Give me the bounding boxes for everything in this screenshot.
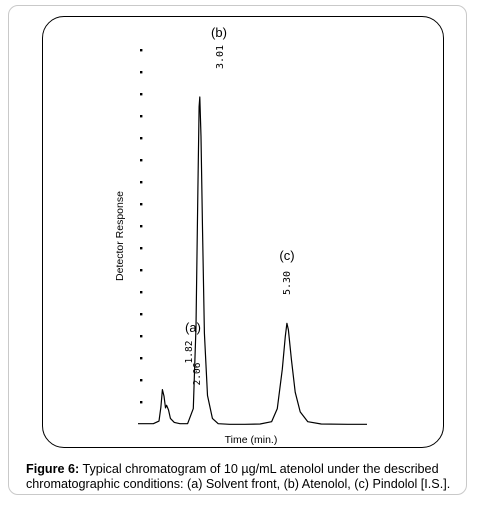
- y-axis-ticks: [140, 49, 143, 404]
- figure-frame: [8, 5, 467, 495]
- retention-time-a2: 1.82: [184, 341, 195, 364]
- retention-time-b: 3.01: [215, 45, 226, 69]
- x-axis-label: Time (min.): [225, 434, 278, 446]
- caption-text: Typical chromatogram of 10 µg/mL atenolo…: [26, 462, 451, 491]
- chart-frame: [42, 16, 444, 448]
- figure-caption: Figure 6: Typical chromatogram of 10 µg/…: [26, 462, 466, 492]
- y-tick-mark: [140, 203, 143, 206]
- y-tick-mark: [140, 313, 143, 316]
- y-tick-mark: [140, 225, 143, 228]
- y-tick-mark: [140, 181, 143, 184]
- y-tick-mark: [140, 379, 143, 382]
- y-tick-mark: [140, 137, 143, 140]
- y-tick-mark: [140, 291, 143, 294]
- y-tick-mark: [140, 401, 143, 404]
- y-tick-mark: [140, 335, 143, 338]
- chromatogram-chart: Detector Response Time (min.) (a) (b) (c…: [114, 25, 367, 446]
- y-tick-mark: [140, 247, 143, 250]
- y-tick-mark: [140, 115, 143, 118]
- y-axis-label: Detector Response: [114, 191, 126, 281]
- peak-label-b: (b): [211, 25, 227, 40]
- chromatogram-trace: [138, 96, 367, 425]
- y-tick-mark: [140, 49, 143, 52]
- y-tick-mark: [140, 269, 143, 272]
- retention-time-c: 5.30: [282, 271, 293, 295]
- peak-label-a: (a): [185, 320, 201, 335]
- y-tick-mark: [140, 159, 143, 162]
- caption-lead: Figure 6:: [26, 462, 80, 476]
- y-tick-mark: [140, 357, 143, 360]
- peak-label-c: (c): [279, 248, 294, 263]
- retention-time-a1: 2.06: [192, 362, 203, 385]
- y-tick-mark: [140, 93, 143, 96]
- y-tick-mark: [140, 71, 143, 74]
